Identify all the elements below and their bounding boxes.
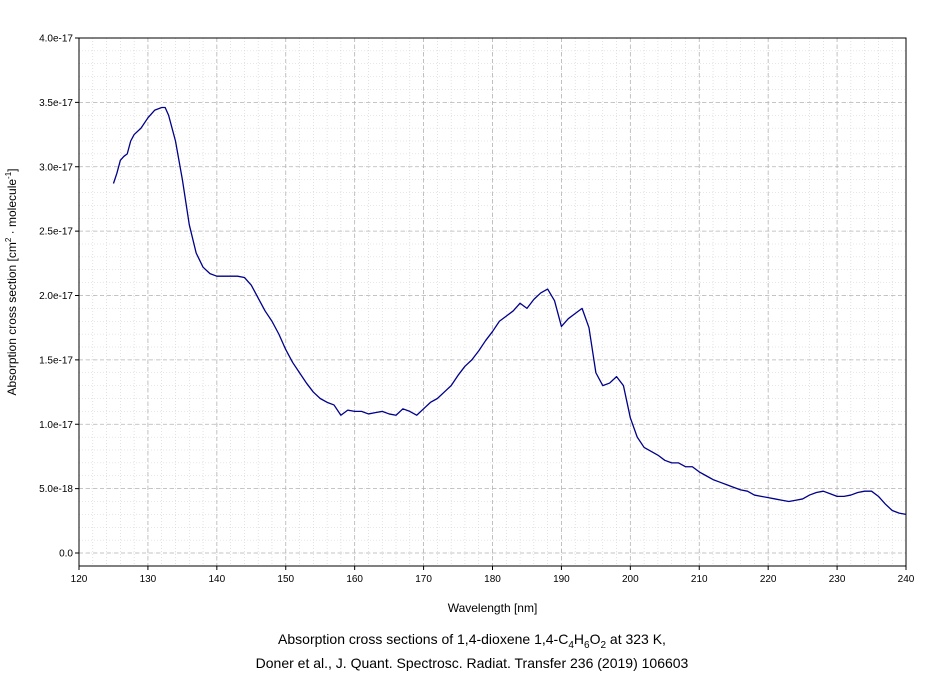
y-axis-label-mid: · molecule [5, 179, 19, 238]
y-axis-label-main: Absorption cross section [cm [5, 242, 19, 395]
y-tick-label: 3.0e-17 [39, 162, 73, 173]
x-tick-label: 150 [277, 574, 294, 585]
x-tick-label: 210 [691, 574, 708, 585]
chart-caption-line1: Absorption cross sections of 1,4-dioxene… [0, 631, 944, 651]
chart-caption-line2: Doner et al., J. Quant. Spectrosc. Radia… [255, 655, 689, 671]
series-layer [112, 106, 907, 516]
x-tick-label: 180 [484, 574, 501, 585]
grid [78, 37, 907, 566]
formula-subscript-c: 4 [568, 639, 574, 651]
y-tick-label: 2.5e-17 [39, 227, 73, 238]
x-tick-label: 120 [71, 574, 88, 585]
x-tick-label: 240 [898, 574, 915, 585]
formula-subscript-h: 6 [584, 639, 590, 651]
formula-subscript-o: 2 [600, 639, 607, 651]
y-tick-label: 5.0e-18 [39, 484, 73, 495]
x-tick-label: 170 [415, 574, 432, 585]
x-axis-label: Wavelength [nm] [448, 601, 538, 615]
y-axis-label-end: ] [5, 168, 19, 171]
y-tick-label: 4.0e-17 [39, 34, 73, 45]
y-tick-label: 1.0e-17 [39, 420, 73, 431]
axis-ticks: 120 130 140 150 160 170 180 190 200 210 220 230 240 0… [39, 34, 915, 586]
x-tick-label: 140 [208, 574, 225, 585]
x-tick-label: 190 [553, 574, 570, 585]
y-tick-label: 0.0 [59, 549, 73, 560]
x-tick-label: 230 [829, 574, 846, 585]
formula-after-h: O [589, 631, 601, 647]
formula-after-o: at 323 K, [606, 631, 666, 647]
x-tick-label: 200 [622, 574, 639, 585]
y-tick-label: 2.0e-17 [39, 291, 73, 302]
y-tick-label: 1.5e-17 [39, 355, 73, 366]
caption-prefix: Absorption cross sections of 1,4-dioxene… [278, 631, 569, 647]
y-axis-label: Absorption cross section [cm2 · molecule… [4, 168, 19, 395]
y-axis-label-sup1: 2 [4, 237, 13, 242]
formula-after-c: H [573, 631, 584, 647]
series-line [112, 106, 907, 516]
y-tick-label: 3.5e-17 [39, 98, 73, 109]
x-tick-label: 220 [760, 574, 777, 585]
x-tick-label: 160 [346, 574, 363, 585]
x-tick-label: 130 [140, 574, 157, 585]
y-axis-label-sup2: -1 [4, 171, 13, 179]
